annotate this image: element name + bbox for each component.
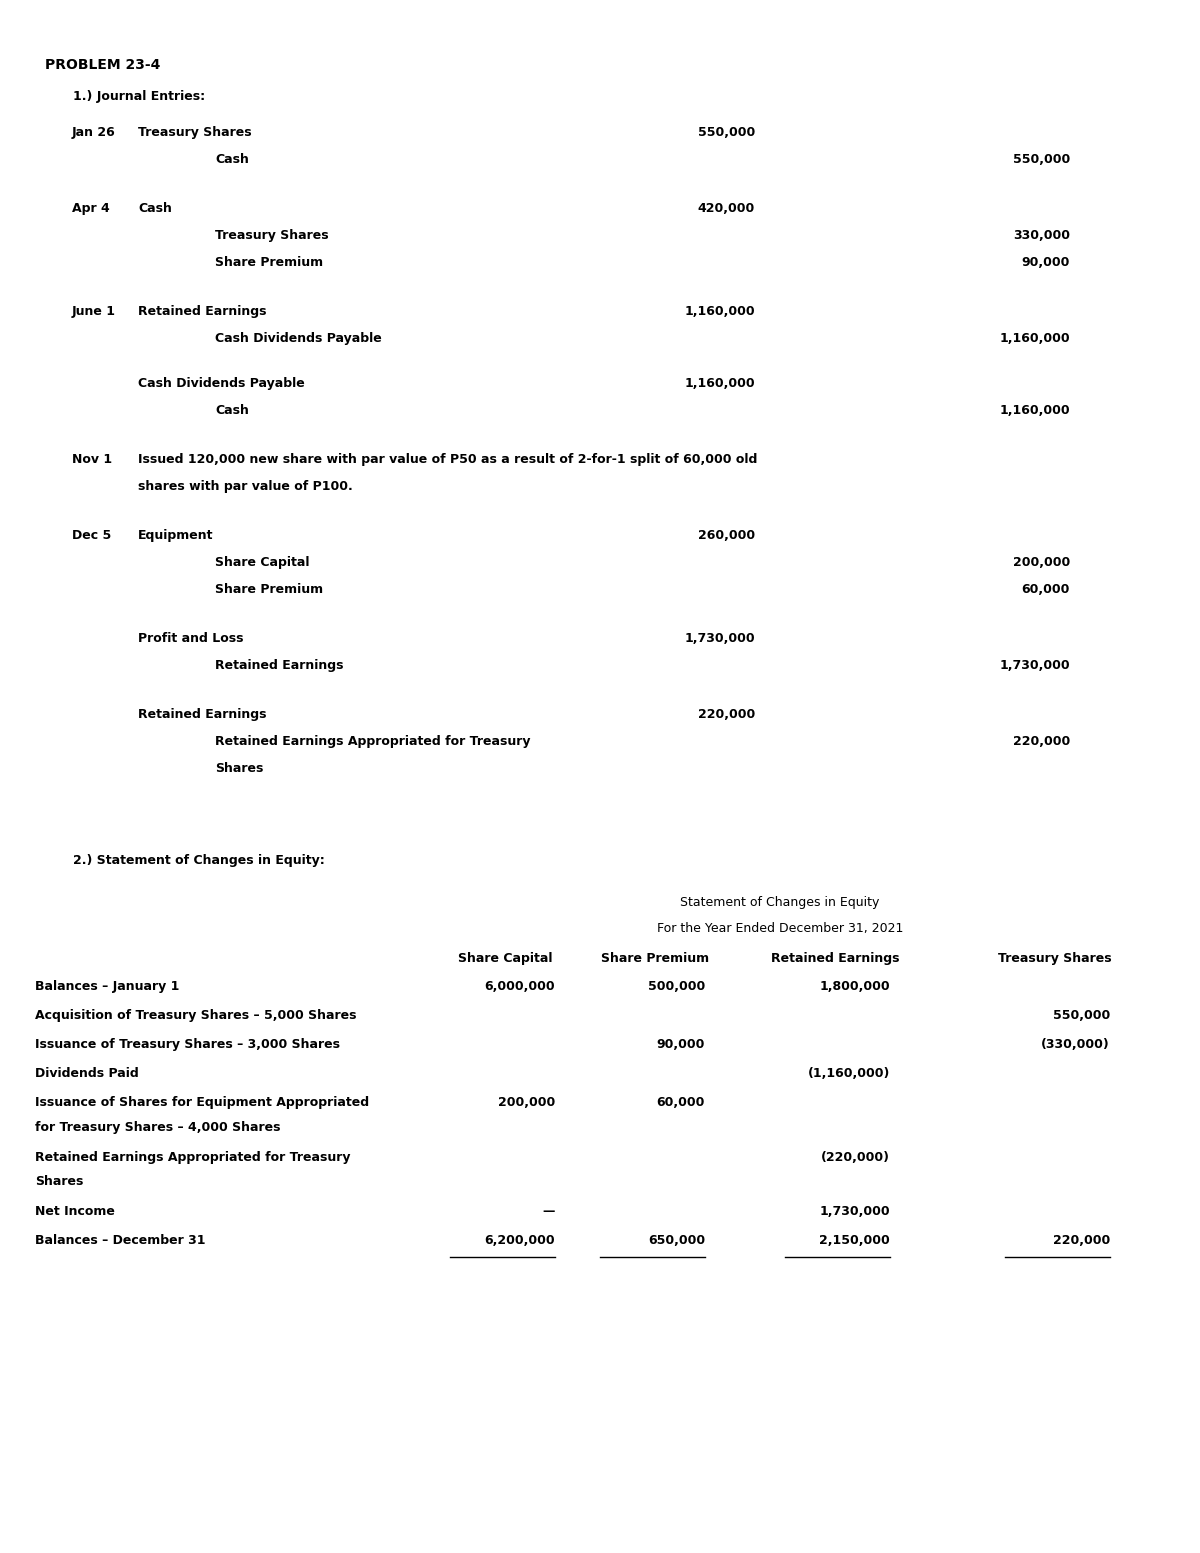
Text: Balances – January 1: Balances – January 1 bbox=[35, 980, 179, 992]
Text: June 1: June 1 bbox=[72, 304, 116, 318]
Text: Retained Earnings: Retained Earnings bbox=[138, 708, 266, 721]
Text: Retained Earnings Appropriated for Treasury: Retained Earnings Appropriated for Treas… bbox=[215, 735, 530, 747]
Text: Share Premium: Share Premium bbox=[601, 952, 709, 964]
Text: Issued 120,000 new share with par value of P50 as a result of 2-for-1 split of 6: Issued 120,000 new share with par value … bbox=[138, 452, 757, 466]
Text: 650,000: 650,000 bbox=[648, 1235, 706, 1247]
Text: 1,160,000: 1,160,000 bbox=[684, 376, 755, 390]
Text: shares with par value of P100.: shares with par value of P100. bbox=[138, 480, 353, 492]
Text: 6,200,000: 6,200,000 bbox=[485, 1235, 554, 1247]
Text: Shares: Shares bbox=[215, 761, 263, 775]
Text: (220,000): (220,000) bbox=[821, 1151, 890, 1163]
Text: Cash Dividends Payable: Cash Dividends Payable bbox=[215, 332, 382, 345]
Text: 550,000: 550,000 bbox=[1013, 154, 1070, 166]
Text: 1,730,000: 1,730,000 bbox=[820, 1205, 890, 1218]
Text: 1,160,000: 1,160,000 bbox=[684, 304, 755, 318]
Text: 90,000: 90,000 bbox=[656, 1037, 706, 1051]
Text: Apr 4: Apr 4 bbox=[72, 202, 109, 214]
Text: 500,000: 500,000 bbox=[648, 980, 706, 992]
Text: Share Capital: Share Capital bbox=[215, 556, 310, 568]
Text: PROBLEM 23-4: PROBLEM 23-4 bbox=[46, 57, 161, 71]
Text: Treasury Shares: Treasury Shares bbox=[998, 952, 1112, 964]
Text: Profit and Loss: Profit and Loss bbox=[138, 632, 244, 644]
Text: Share Premium: Share Premium bbox=[215, 256, 323, 269]
Text: 550,000: 550,000 bbox=[1052, 1009, 1110, 1022]
Text: —: — bbox=[542, 1205, 554, 1218]
Text: 420,000: 420,000 bbox=[697, 202, 755, 214]
Text: Cash: Cash bbox=[215, 154, 248, 166]
Text: 1,160,000: 1,160,000 bbox=[1000, 404, 1070, 416]
Text: Retained Earnings Appropriated for Treasury: Retained Earnings Appropriated for Treas… bbox=[35, 1151, 350, 1163]
Text: 330,000: 330,000 bbox=[1013, 228, 1070, 242]
Text: 6,000,000: 6,000,000 bbox=[485, 980, 554, 992]
Text: Shares: Shares bbox=[35, 1176, 83, 1188]
Text: Statement of Changes in Equity: Statement of Changes in Equity bbox=[680, 896, 880, 909]
Text: 60,000: 60,000 bbox=[656, 1096, 706, 1109]
Text: Nov 1: Nov 1 bbox=[72, 452, 112, 466]
Text: 220,000: 220,000 bbox=[1052, 1235, 1110, 1247]
Text: 220,000: 220,000 bbox=[697, 708, 755, 721]
Text: Treasury Shares: Treasury Shares bbox=[215, 228, 329, 242]
Text: 220,000: 220,000 bbox=[1013, 735, 1070, 747]
Text: Acquisition of Treasury Shares – 5,000 Shares: Acquisition of Treasury Shares – 5,000 S… bbox=[35, 1009, 356, 1022]
Text: 60,000: 60,000 bbox=[1021, 582, 1070, 596]
Text: 550,000: 550,000 bbox=[697, 126, 755, 140]
Text: 1,160,000: 1,160,000 bbox=[1000, 332, 1070, 345]
Text: Issuance of Treasury Shares – 3,000 Shares: Issuance of Treasury Shares – 3,000 Shar… bbox=[35, 1037, 340, 1051]
Text: 90,000: 90,000 bbox=[1021, 256, 1070, 269]
Text: 200,000: 200,000 bbox=[498, 1096, 554, 1109]
Text: Retained Earnings: Retained Earnings bbox=[770, 952, 899, 964]
Text: For the Year Ended December 31, 2021: For the Year Ended December 31, 2021 bbox=[656, 921, 904, 935]
Text: 200,000: 200,000 bbox=[1013, 556, 1070, 568]
Text: 2,150,000: 2,150,000 bbox=[820, 1235, 890, 1247]
Text: Treasury Shares: Treasury Shares bbox=[138, 126, 252, 140]
Text: Retained Earnings: Retained Earnings bbox=[215, 658, 343, 671]
Text: 1,730,000: 1,730,000 bbox=[1000, 658, 1070, 671]
Text: Dec 5: Dec 5 bbox=[72, 528, 112, 542]
Text: (330,000): (330,000) bbox=[1042, 1037, 1110, 1051]
Text: Issuance of Shares for Equipment Appropriated: Issuance of Shares for Equipment Appropr… bbox=[35, 1096, 370, 1109]
Text: Cash: Cash bbox=[215, 404, 248, 416]
Text: 1.) Journal Entries:: 1.) Journal Entries: bbox=[73, 90, 205, 102]
Text: Net Income: Net Income bbox=[35, 1205, 115, 1218]
Text: Retained Earnings: Retained Earnings bbox=[138, 304, 266, 318]
Text: 2.) Statement of Changes in Equity:: 2.) Statement of Changes in Equity: bbox=[73, 854, 325, 867]
Text: Share Capital: Share Capital bbox=[457, 952, 552, 964]
Text: Cash Dividends Payable: Cash Dividends Payable bbox=[138, 376, 305, 390]
Text: 1,730,000: 1,730,000 bbox=[684, 632, 755, 644]
Text: Jan 26: Jan 26 bbox=[72, 126, 115, 140]
Text: Dividends Paid: Dividends Paid bbox=[35, 1067, 139, 1079]
Text: (1,160,000): (1,160,000) bbox=[808, 1067, 890, 1079]
Text: 260,000: 260,000 bbox=[698, 528, 755, 542]
Text: for Treasury Shares – 4,000 Shares: for Treasury Shares – 4,000 Shares bbox=[35, 1121, 281, 1134]
Text: 1,800,000: 1,800,000 bbox=[820, 980, 890, 992]
Text: Equipment: Equipment bbox=[138, 528, 214, 542]
Text: Share Premium: Share Premium bbox=[215, 582, 323, 596]
Text: Cash: Cash bbox=[138, 202, 172, 214]
Text: Balances – December 31: Balances – December 31 bbox=[35, 1235, 205, 1247]
